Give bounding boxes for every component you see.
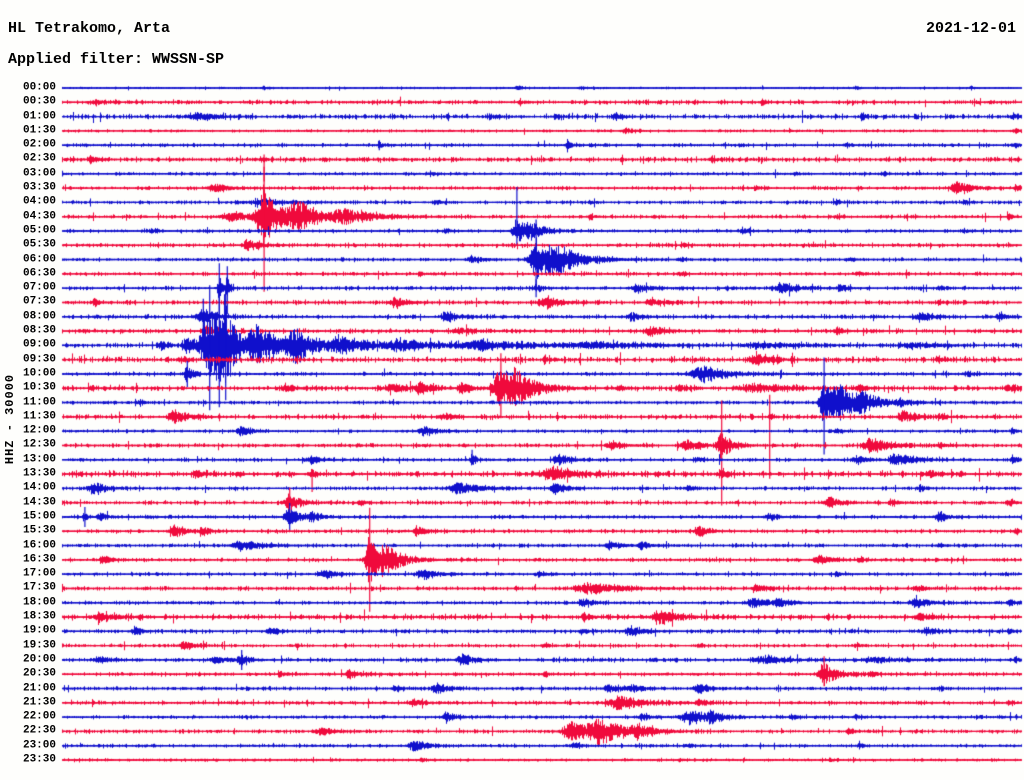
helicorder-traces-canvas[interactable] (0, 0, 1024, 780)
